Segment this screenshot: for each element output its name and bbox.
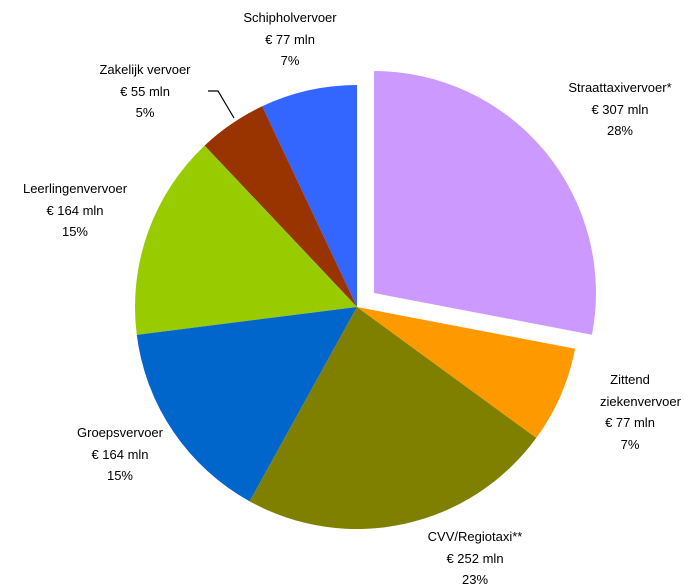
percentage-label: 23% (461, 572, 489, 585)
value-label: € 55 mln (120, 83, 170, 99)
pie-slice (249, 307, 537, 529)
slice-label: Leerlingenvervoer € 164 mln 15% (23, 178, 127, 243)
slice-label: Schipholvervoer € 77 mln 7% (243, 7, 336, 72)
pie-slice (135, 145, 357, 335)
percentage-label: 5% (135, 105, 155, 120)
percentage-label: 7% (280, 53, 300, 68)
pie-slice (136, 307, 357, 502)
percentage-label: 15% (106, 468, 134, 483)
category-label: Straattaxivervoer* (568, 80, 672, 95)
pie-slice (262, 85, 357, 307)
slice-label: Zakelijk vervoer € 55 mln 5% (99, 59, 190, 124)
category-label: Zakelijk vervoer (99, 62, 191, 77)
value-label: € 164 mln (46, 202, 104, 218)
category-label: CVV/Regiotaxi** (427, 529, 523, 544)
category-label: Groepsvervoer (77, 425, 163, 440)
slice-label: CVV/Regiotaxi** € 252 mln 23% (428, 526, 523, 585)
value-label: € 77 mln (265, 31, 315, 47)
percentage-label: 15% (61, 224, 89, 239)
slice-label: Zittend ziekenvervoer € 77 mln 7% (600, 369, 681, 455)
slice-label: Straattaxivervoer* € 307 mln 28% (568, 77, 671, 142)
category-label: Schipholvervoer (243, 10, 337, 25)
leader-line (208, 90, 235, 119)
pie-slice (357, 307, 576, 438)
slice-label: Groepsvervoer € 164 mln 15% (77, 422, 163, 487)
value-label: € 252 mln (446, 550, 504, 566)
pie-slice (373, 70, 596, 335)
value-label: € 164 mln (91, 446, 149, 462)
value-label: € 307 mln (591, 101, 649, 117)
percentage-label: 28% (606, 123, 634, 138)
category-label: Leerlingenvervoer (22, 181, 128, 196)
percentage-label: 7% (620, 436, 640, 452)
pie-slice (204, 106, 357, 307)
value-label: € 77 mln (605, 415, 655, 430)
category-label: Zittend ziekenvervoer (600, 372, 681, 409)
